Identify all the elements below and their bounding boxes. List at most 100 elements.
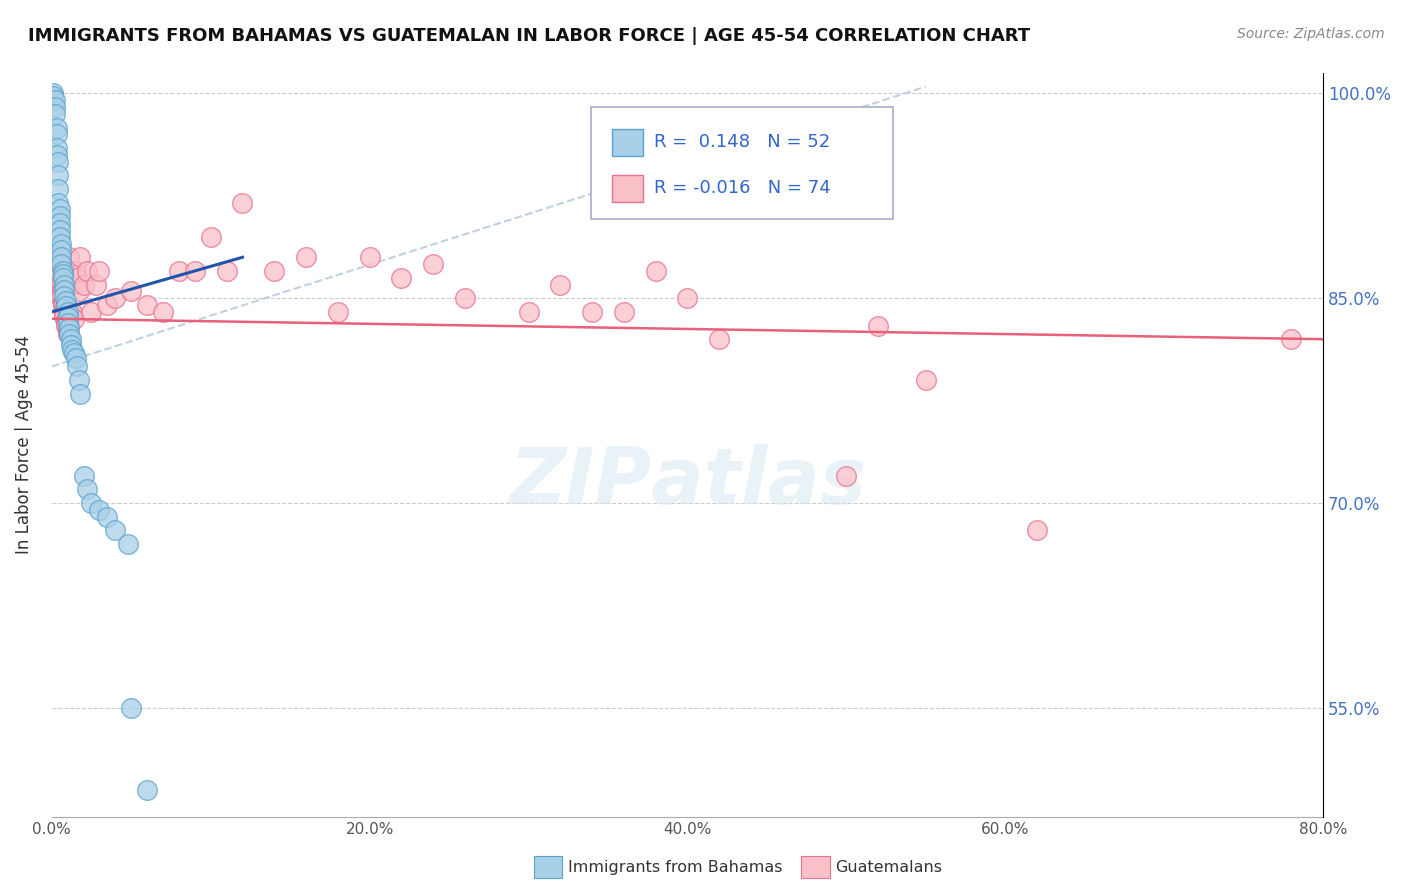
Point	[42, 250, 65, 264]
Point	[56, 326, 79, 341]
Point	[62, 343, 84, 357]
Point	[914, 373, 936, 387]
Point	[52, 264, 75, 278]
Point	[96, 298, 118, 312]
Point	[46, 154, 69, 169]
Point	[44, 107, 66, 121]
Point	[69, 250, 91, 264]
Text: ZIP​atlas: ZIP​atlas	[509, 444, 866, 520]
Point	[69, 386, 91, 401]
Point	[58, 318, 80, 333]
Point	[46, 182, 69, 196]
Point	[59, 337, 82, 351]
Point	[263, 264, 285, 278]
Text: Guatemalans: Guatemalans	[835, 860, 942, 874]
Point	[136, 298, 159, 312]
Point	[117, 537, 139, 551]
Point	[184, 264, 207, 278]
Point	[89, 264, 111, 278]
Point	[48, 216, 70, 230]
Text: R =  0.148   N = 52: R = 0.148 N = 52	[654, 133, 830, 152]
Point	[67, 373, 90, 387]
Point	[59, 305, 82, 319]
Point	[58, 321, 80, 335]
Point	[120, 285, 142, 299]
Point	[215, 264, 238, 278]
Point	[76, 264, 98, 278]
Point	[48, 275, 70, 289]
Text: IMMIGRANTS FROM BAHAMAS VS GUATEMALAN IN LABOR FORCE | AGE 45-54 CORRELATION CHA: IMMIGRANTS FROM BAHAMAS VS GUATEMALAN IN…	[28, 27, 1031, 45]
Point	[46, 169, 69, 183]
Point	[326, 305, 349, 319]
Point	[62, 277, 84, 292]
Point	[65, 264, 87, 278]
Point	[55, 293, 77, 308]
Point	[56, 310, 79, 325]
Point	[63, 311, 86, 326]
Point	[46, 269, 69, 284]
Point	[45, 259, 67, 273]
Text: Immigrants from Bahamas: Immigrants from Bahamas	[568, 860, 783, 874]
Point	[550, 277, 572, 292]
Point	[56, 321, 79, 335]
Point	[120, 700, 142, 714]
Point	[45, 264, 67, 278]
Point	[59, 277, 82, 292]
Point	[44, 100, 66, 114]
Point	[676, 291, 699, 305]
Point	[152, 305, 174, 319]
Point	[51, 291, 73, 305]
Point	[53, 283, 76, 297]
Y-axis label: In Labor Force | Age 45-54: In Labor Force | Age 45-54	[15, 335, 32, 555]
Point	[46, 267, 69, 281]
Point	[44, 252, 66, 267]
Point	[359, 250, 381, 264]
Point	[53, 302, 76, 317]
Point	[72, 468, 94, 483]
Point	[53, 305, 76, 319]
Point	[42, 89, 65, 103]
Point	[104, 291, 127, 305]
Point	[51, 283, 73, 297]
Point	[295, 250, 318, 264]
Point	[53, 288, 76, 302]
Point	[51, 236, 73, 251]
Point	[84, 277, 107, 292]
Point	[52, 296, 75, 310]
Point	[52, 300, 75, 314]
Point	[55, 313, 77, 327]
Point	[44, 93, 66, 107]
Point	[52, 267, 75, 281]
Point	[96, 509, 118, 524]
Point	[56, 305, 79, 319]
Point	[51, 244, 73, 258]
Point	[167, 264, 190, 278]
Point	[709, 332, 731, 346]
Point	[644, 264, 666, 278]
Point	[835, 468, 858, 483]
Point	[58, 326, 80, 341]
Point	[58, 250, 80, 264]
Point	[56, 316, 79, 330]
Point	[46, 272, 69, 286]
Point	[89, 503, 111, 517]
Point	[48, 280, 70, 294]
Point	[66, 270, 89, 285]
Point	[581, 305, 603, 319]
Point	[1026, 524, 1049, 538]
Point	[868, 318, 890, 333]
Point	[62, 305, 84, 319]
Point	[63, 346, 86, 360]
Text: R = -0.016   N = 74: R = -0.016 N = 74	[654, 179, 831, 197]
Point	[104, 524, 127, 538]
Point	[51, 288, 73, 302]
Point	[45, 128, 67, 142]
Point	[55, 318, 77, 333]
Point	[44, 256, 66, 270]
Point	[136, 782, 159, 797]
Point	[1279, 332, 1302, 346]
Point	[66, 359, 89, 374]
Point	[48, 210, 70, 224]
Point	[80, 305, 103, 319]
Point	[51, 257, 73, 271]
